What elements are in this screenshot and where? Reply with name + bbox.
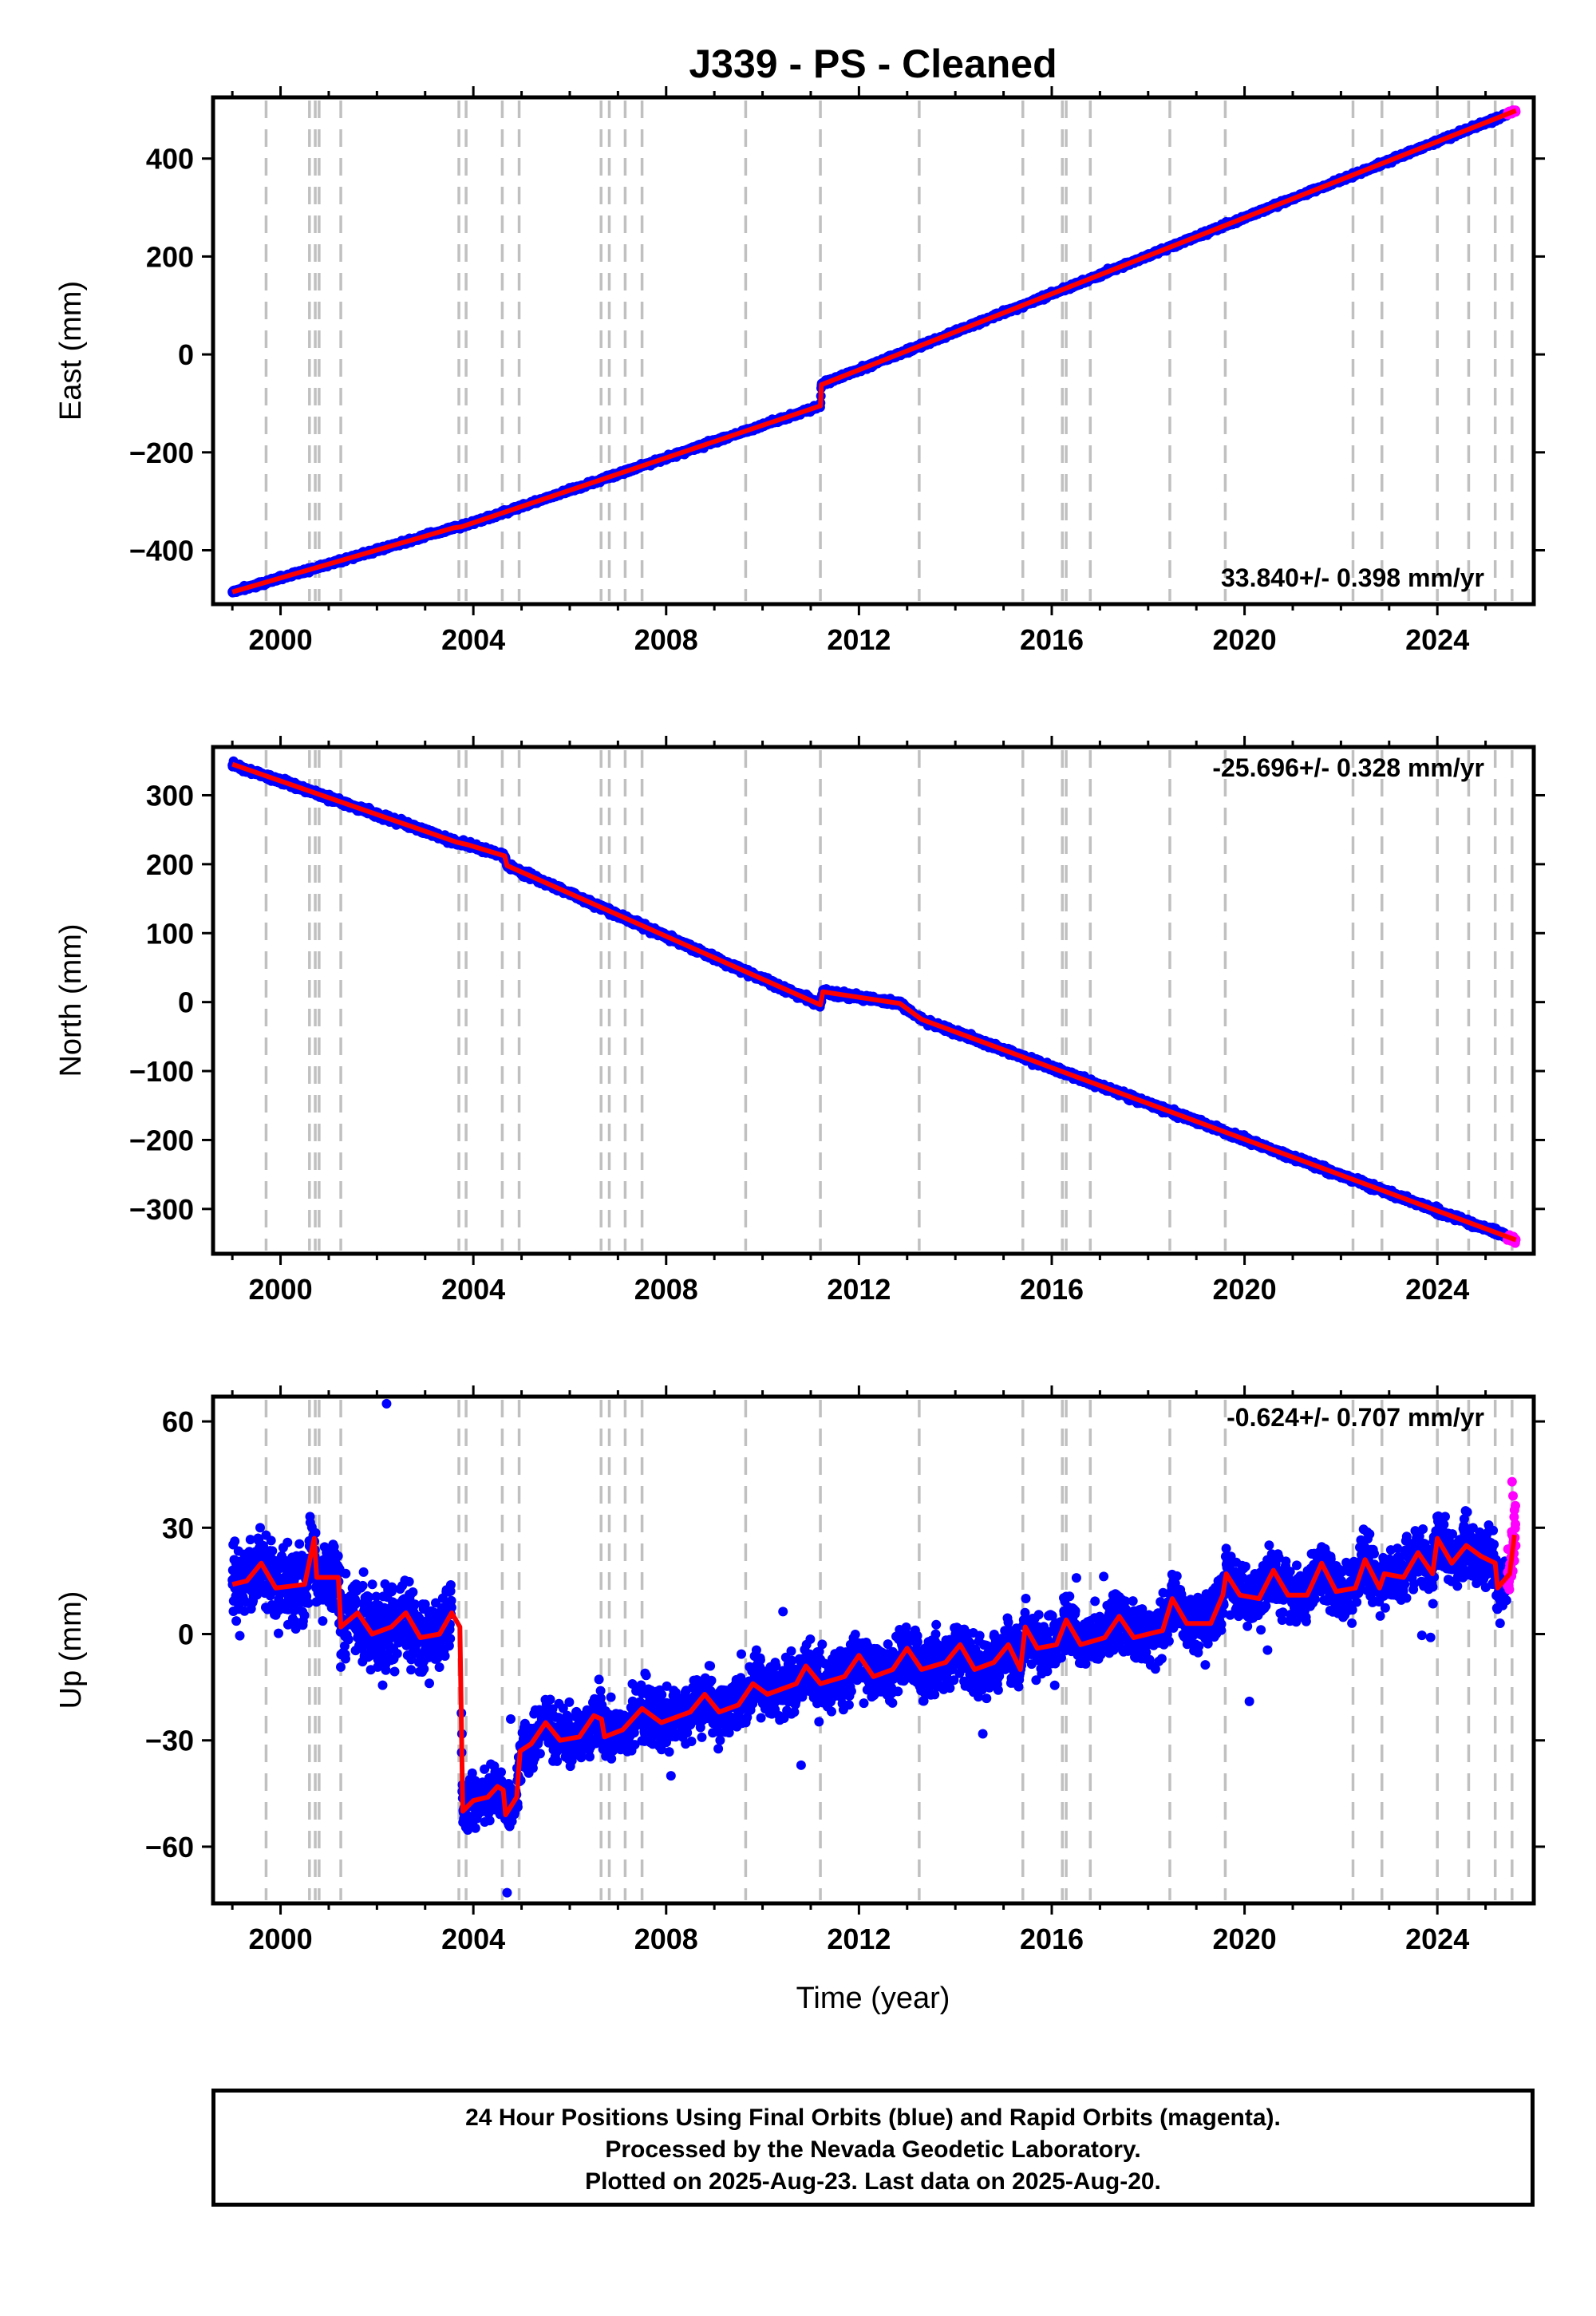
y-tick-label: 200 (146, 240, 194, 273)
y-axis-label-east: East (mm) (54, 281, 88, 421)
y-tick-label: 400 (146, 143, 194, 176)
panel-east: −400 −200 0 200 400 2000 2004 2008 2012 2016 2020 2… (54, 86, 1545, 656)
chart-title: J339 - PS - Cleaned (689, 41, 1057, 86)
rate-label-east: 33.840+/- 0.398 mm/yr (1221, 563, 1484, 592)
x-tick-label: 2012 (827, 623, 891, 656)
plot-frame (211, 95, 1536, 607)
x-tick-label: 2008 (634, 623, 698, 656)
y-tick-label: −400 (129, 535, 194, 567)
model-fit-line (231, 108, 1517, 595)
y-tick-label: −200 (129, 437, 194, 469)
x-tick-label: 2016 (1020, 623, 1084, 656)
x-tick-label: 2004 (441, 623, 505, 656)
y-tick-label: 0 (178, 338, 194, 371)
x-tick-label: 2020 (1213, 623, 1277, 656)
data-points-east (227, 105, 1521, 598)
x-tick-label: 2024 (1405, 623, 1469, 656)
x-tick-label: 2000 (249, 623, 313, 656)
x-axis-label: Time (year) (796, 1982, 950, 2015)
